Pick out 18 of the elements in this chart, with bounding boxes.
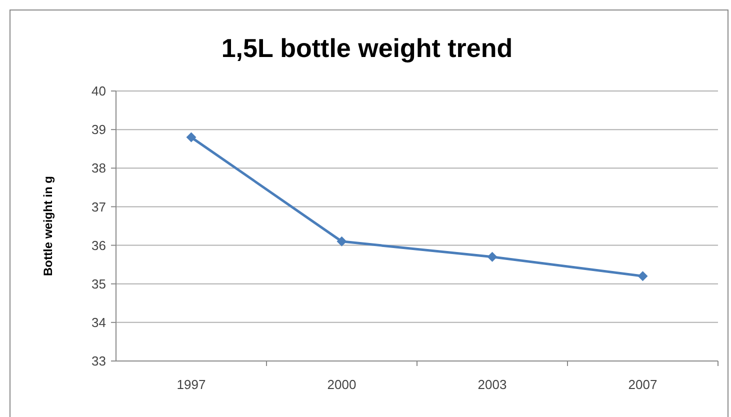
y-tick-label: 38 (92, 160, 106, 176)
y-tick-label: 40 (92, 84, 106, 99)
x-tick-label: 2007 (628, 377, 658, 392)
y-axis-title: Bottle weight in g (41, 176, 55, 276)
x-tick-label: 2000 (327, 377, 356, 392)
point (487, 252, 498, 262)
y-tick-label: 39 (92, 122, 106, 138)
y-tick-label: 34 (92, 314, 106, 330)
point (638, 271, 648, 282)
x-tick-label: 1997 (176, 377, 206, 392)
point (186, 132, 196, 142)
chart-title: 1,5L bottle weight trend (221, 33, 513, 63)
y-tick-label: 36 (92, 238, 106, 253)
point (336, 236, 347, 246)
y-tick-label: 33 (92, 354, 106, 369)
y-tick-label: 37 (92, 199, 106, 214)
y-tick-label: 35 (92, 276, 106, 292)
x-tick-label: 2003 (478, 377, 507, 392)
